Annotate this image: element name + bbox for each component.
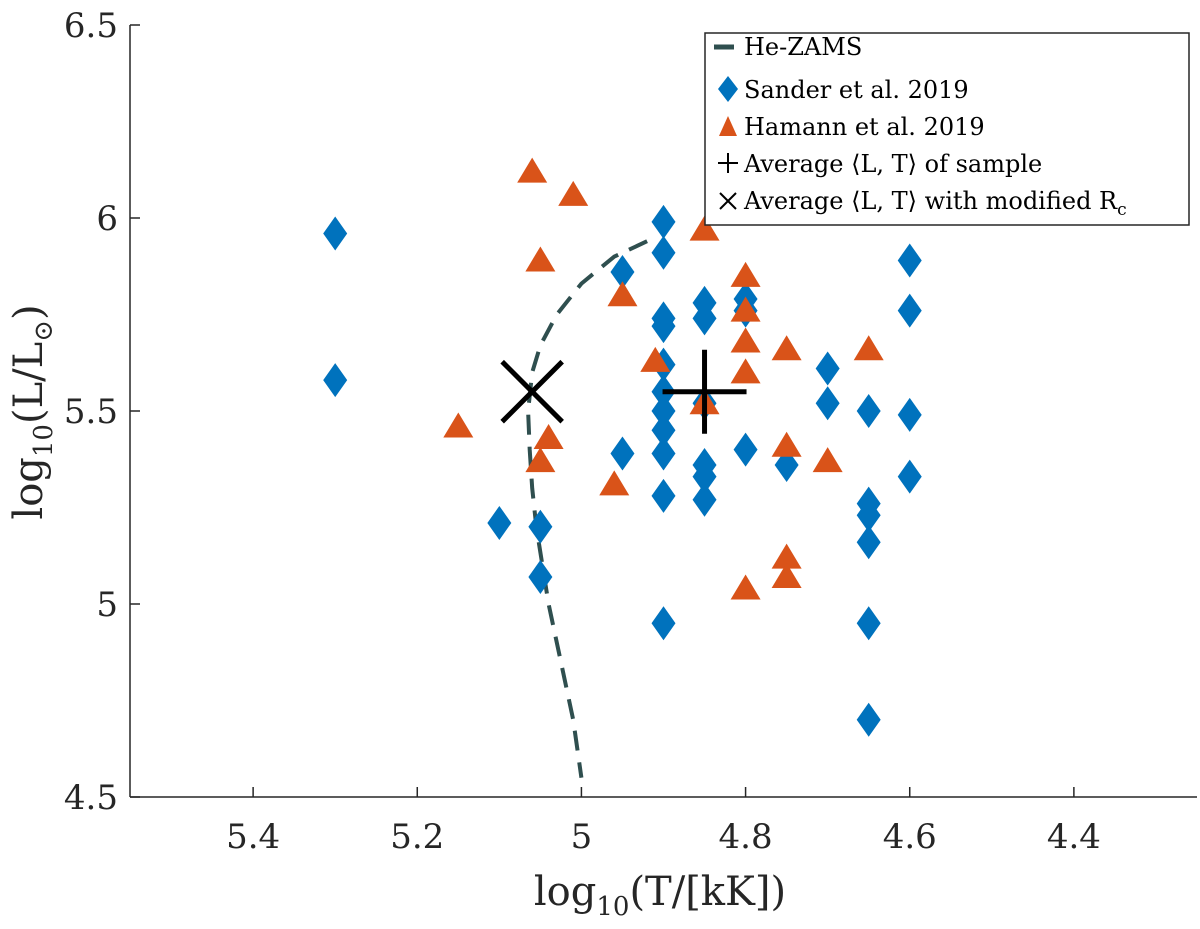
sander-point (856, 498, 881, 533)
sander-point (651, 436, 676, 471)
he-zams-line (526, 239, 648, 778)
legend: He-ZAMS Sander et al. 2019 Hamann et al.… (704, 32, 1190, 226)
legend-label-avg: Average ⟨L, T⟩ of sample (743, 150, 1042, 178)
hamann-point (771, 562, 802, 588)
hamann-point (730, 261, 761, 287)
sander-point (610, 255, 635, 290)
x-tick-label: 4.4 (1047, 817, 1101, 857)
hamann-point (525, 447, 556, 473)
hamann-point (443, 412, 474, 438)
sander-point (651, 478, 676, 513)
x-tick-label: 5.4 (226, 817, 280, 857)
hamann-point (640, 346, 671, 372)
hamann-point (771, 543, 802, 569)
hamann-point (730, 296, 761, 322)
y-tick-label: 6.5 (64, 6, 118, 46)
x-tick-label: 4.8 (719, 817, 773, 857)
legend-label-avg-modified: Average ⟨L, T⟩ with modified Rc (743, 187, 1127, 220)
sander-point (651, 235, 676, 270)
hamann-point (771, 431, 802, 457)
axes: 5.4 5.2 5 4.8 4.6 4.4 4.5 5 5.5 6 6.5 (64, 6, 1197, 857)
hamann-point (730, 358, 761, 384)
sander-point (897, 459, 922, 494)
average-x-marker (500, 359, 564, 424)
hamann-point (771, 335, 802, 361)
y-axis-title: log10(L/L⊙) (6, 304, 59, 519)
sander-point (856, 394, 881, 428)
legend-hamann-swatch (719, 116, 737, 136)
sander-point (815, 386, 840, 421)
sander-point (897, 243, 922, 278)
sander-point (856, 702, 881, 737)
sander-point (651, 204, 676, 239)
sander-point (692, 482, 717, 517)
hamann-point (607, 281, 638, 307)
sander-point (692, 459, 717, 494)
sander-point (651, 413, 676, 448)
hamann-point (599, 470, 630, 496)
legend-box (704, 32, 1190, 226)
hamann-point (558, 180, 589, 206)
sander-point (897, 397, 922, 432)
sander-point (897, 293, 922, 328)
x-tick-label: 5.2 (390, 817, 444, 857)
hamann-point (853, 335, 884, 361)
sander-point (528, 509, 553, 544)
average-plus-marker (662, 349, 747, 434)
sander-point (487, 505, 512, 540)
sander-point (692, 301, 717, 336)
x-axis-title: log10(T/[kK]) (534, 869, 786, 922)
hamann-point (517, 157, 548, 183)
sander-point (528, 559, 553, 594)
y-tick-label: 4.5 (64, 778, 118, 818)
plot-area (323, 157, 922, 778)
sander-point (815, 351, 840, 386)
sander-point (323, 363, 348, 398)
sander-point (323, 216, 348, 251)
sander-point (651, 606, 676, 641)
y-tick-label: 5.5 (64, 392, 118, 432)
hamann-point (689, 215, 720, 241)
x-tick-label: 5 (571, 817, 593, 857)
hamann-point (730, 574, 761, 600)
sander-point (651, 309, 676, 344)
hamann-point (533, 424, 564, 450)
legend-label-sander: Sander et al. 2019 (744, 76, 969, 104)
sander-point (856, 606, 881, 641)
legend-label-zams: He-ZAMS (744, 33, 862, 61)
legend-label-hamann: Hamann et al. 2019 (744, 113, 985, 141)
x-tick-label: 4.6 (883, 817, 937, 857)
sander-point (733, 432, 758, 467)
y-tick-label: 6 (96, 199, 118, 239)
sander-point (651, 394, 676, 428)
hamann-point (730, 327, 761, 353)
hamann-point (525, 246, 556, 272)
legend-sander-swatch (718, 76, 738, 102)
hamann-point (812, 447, 843, 473)
legend-x-swatch (719, 192, 737, 210)
y-tick-label: 5 (96, 585, 118, 625)
sander-point (610, 436, 635, 471)
sander-point (856, 525, 881, 560)
legend-plus-swatch (718, 153, 738, 173)
